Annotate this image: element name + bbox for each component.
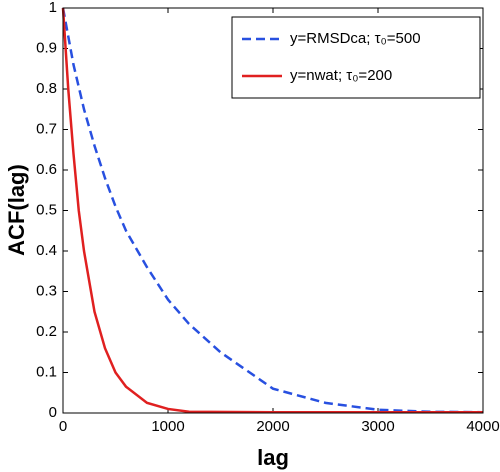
y-tick-label: 0.5: [36, 201, 57, 218]
legend-box: [231, 16, 481, 99]
x-tick-label: 2000: [256, 418, 289, 435]
x-tick-label: 3000: [361, 418, 394, 435]
y-tick-label: 0.4: [36, 242, 57, 259]
x-tick-label: 0: [59, 418, 67, 435]
plot-frame: [62, 7, 484, 414]
x-tick-label: 1000: [151, 418, 184, 435]
y-tick-label: 0.9: [36, 39, 57, 56]
y-axis-label: ACF(lag): [4, 164, 29, 256]
data-line: [61, 7, 483, 414]
y-tick-label: 0: [49, 404, 57, 421]
y-tick-label: 0.6: [36, 161, 57, 178]
y-tick-label: 0.3: [36, 282, 57, 299]
legend-label: y=nwat; τ₀=200: [290, 67, 392, 84]
y-tick-label: 0.2: [36, 323, 57, 340]
x-tick-label: 4000: [466, 418, 499, 435]
y-tick-label: 0.1: [36, 363, 57, 380]
y-tick-label: 0.8: [36, 80, 57, 97]
y-tick-label: 0.7: [36, 120, 57, 137]
legend: y=RMSDca; τ₀=500 y=nwat; τ₀=200: [231, 16, 481, 99]
x-axis-label: lag: [257, 445, 289, 470]
y-tick-label: 1: [49, 0, 57, 16]
legend-label: y=RMSDca; τ₀=500: [290, 30, 421, 47]
data-line: [61, 7, 484, 414]
